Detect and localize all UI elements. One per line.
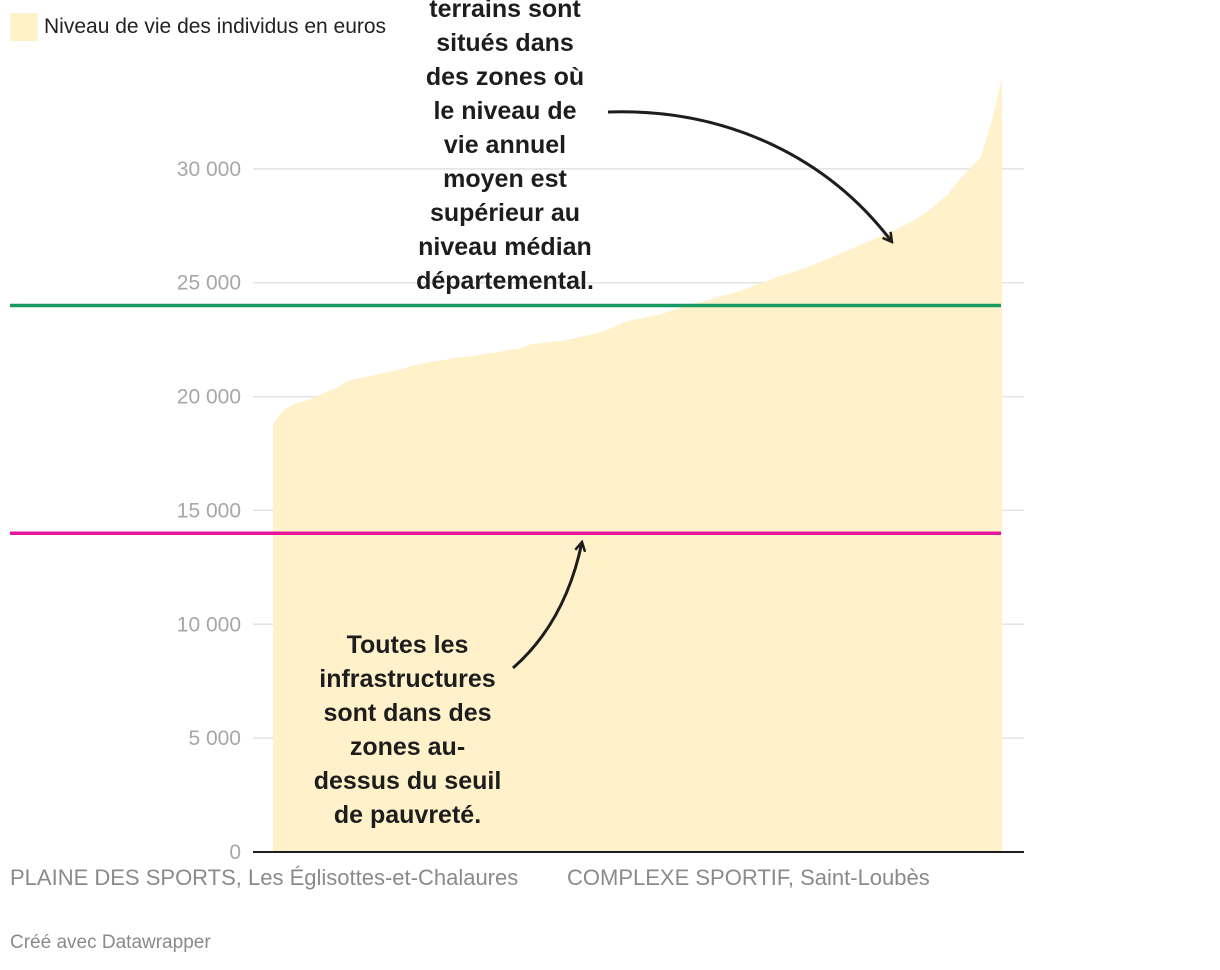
annotation-line: zones au- <box>349 733 466 761</box>
annotation-line: départemental. <box>416 267 594 295</box>
annotation-arrow-top <box>607 110 892 242</box>
annotation-line: des zones où <box>425 63 585 91</box>
annotation-bottom: Toutes les infrastructures sont dans des zo… <box>295 628 520 832</box>
y-tick-label: 15 000 <box>177 499 241 522</box>
x-label-right: COMPLEXE SPORTIF, Saint-Loubès <box>567 865 930 890</box>
y-tick-label: 25 000 <box>177 272 241 295</box>
annotation-line: le niveau de <box>433 97 577 125</box>
y-tick-label: 20 000 <box>177 386 241 409</box>
legend: Niveau de vie des individus en euros <box>10 13 386 41</box>
annotation-line: supérieur au <box>429 199 581 227</box>
annotation-line: vie annuel <box>443 131 567 159</box>
y-tick-label: 0 <box>229 841 241 864</box>
annotation-line: terrains sont <box>429 0 581 23</box>
y-axis-ticks: 0 5 000 10 000 15 000 20 000 25 000 30 000 <box>177 158 241 864</box>
annotation-arrow-bottom <box>512 542 582 670</box>
legend-swatch <box>10 13 38 41</box>
reference-lines <box>10 303 1001 535</box>
legend-label: Niveau de vie des individus en euros <box>44 15 387 38</box>
annotation-top: terrains sont situés dans des zones où le n… <box>395 0 615 298</box>
annotation-line: de pauvreté. <box>333 801 482 829</box>
annotation-line: infrastructures <box>319 665 496 693</box>
y-tick-label: 10 000 <box>177 613 241 636</box>
y-tick-label: 5 000 <box>188 727 241 750</box>
annotation-line: niveau médian <box>418 233 592 261</box>
annotation-line: sont dans des <box>323 699 492 727</box>
annotation-line: dessus du seuil <box>313 767 502 795</box>
y-tick-label: 30 000 <box>177 158 241 181</box>
annotation-line: situés dans <box>436 29 574 57</box>
x-label-left: PLAINE DES SPORTS, Les Églisottes-et-Cha… <box>10 865 519 890</box>
annotation-line: moyen est <box>443 165 567 193</box>
annotation-line: Toutes les <box>346 631 469 659</box>
credit-link[interactable]: Créé avec Datawrapper <box>10 932 211 953</box>
series-area <box>273 77 1002 853</box>
